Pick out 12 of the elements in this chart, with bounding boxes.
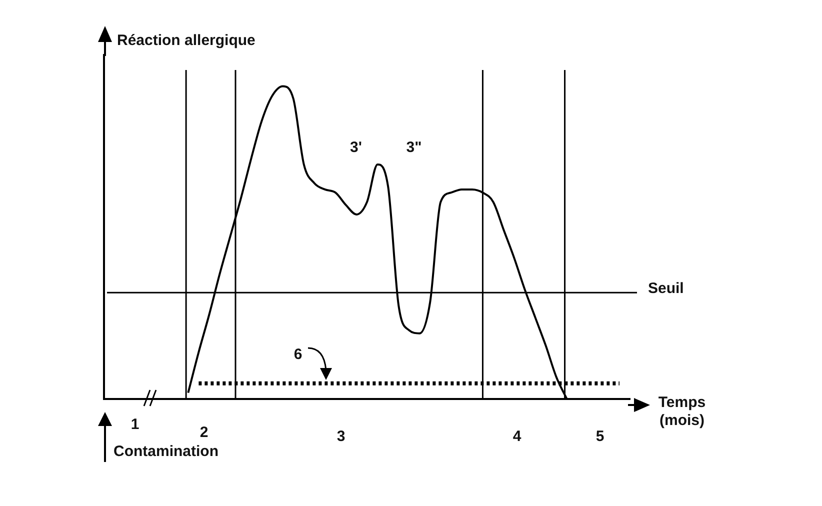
text: 1 — [130, 416, 140, 434]
annotation: 6 — [294, 346, 302, 364]
text: Contamination — [114, 443, 218, 461]
text: 3 — [336, 428, 346, 446]
ref-line-label: Seuil — [648, 280, 684, 298]
text: 5 — [596, 428, 604, 446]
text: 4 — [512, 428, 522, 446]
annotation: 3' — [350, 139, 362, 157]
annotation: 3" — [406, 139, 422, 157]
text: 2 — [200, 424, 208, 442]
y-axis-title: Réaction allergique — [117, 32, 256, 50]
x-axis-title: Temps (mois) — [657, 394, 707, 430]
